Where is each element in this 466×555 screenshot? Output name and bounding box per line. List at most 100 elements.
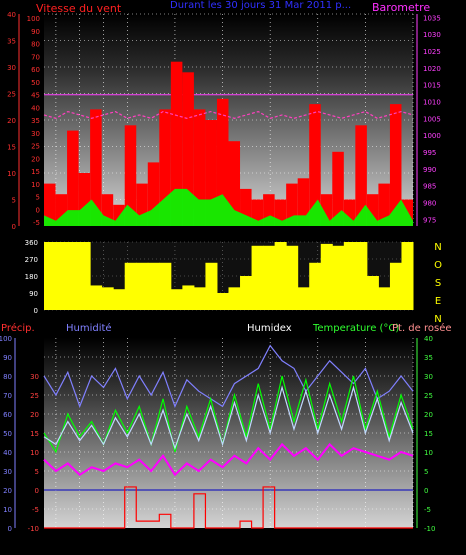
gust-bar — [286, 183, 298, 226]
temperature-tick-label: -10 — [424, 525, 435, 533]
temperature-x-tick-label: Day 2 — [44, 536, 67, 545]
wind-left-tick-label: 35 — [7, 38, 16, 46]
temperature-title: Temperature (°C) — [312, 323, 399, 334]
temperature-tick-label: 30 — [424, 373, 433, 381]
wind-inner-tick-label: 30 — [31, 130, 40, 138]
direction-bar — [297, 287, 310, 310]
gust-bar — [309, 104, 321, 226]
temperature-plot-axes: 0102030405060708090100-10-50510152025303… — [0, 335, 435, 545]
gust-bar — [320, 194, 333, 226]
humidity-tick-label: 10 — [3, 506, 12, 514]
gust-bar — [297, 178, 310, 226]
temperature-tick-label: 35 — [424, 354, 433, 362]
wind-inner-tick-label: 10 — [31, 181, 40, 189]
gust-bar — [205, 120, 217, 226]
wind-left-tick-label: 10 — [7, 170, 16, 178]
direction-bar — [182, 285, 195, 310]
direction-bar — [113, 289, 126, 310]
wind-inner-tick-label: 15 — [31, 168, 40, 176]
humidity-tick-label: 100 — [0, 335, 12, 343]
gust-bar — [378, 183, 390, 226]
direction-bar — [343, 242, 356, 310]
temperature-x-tick-label: Day 28 — [351, 536, 380, 545]
gust-bar — [216, 98, 229, 226]
gust-bar — [366, 194, 379, 226]
temperature-tick-label: 10 — [424, 449, 433, 457]
temperature-tick-label: 15 — [424, 430, 433, 438]
barometer-tick-label: 1005 — [423, 115, 441, 123]
wind-x-tick-label: Day 4 — [68, 229, 91, 238]
gust-bar — [90, 109, 102, 226]
barometer-tick-label: 1015 — [423, 82, 441, 90]
gust-bar — [170, 61, 183, 227]
wind-x-tick-label: Day 16 — [208, 229, 237, 238]
temperature-x-tick-label: Day 4 — [68, 536, 91, 545]
direction-bar — [44, 242, 57, 310]
direction-bar — [320, 243, 333, 310]
wind-left-tick-label: 5 — [12, 197, 16, 205]
gust-bar — [136, 183, 148, 226]
wind-left-tick-label: 30 — [7, 64, 16, 72]
precipitation-line — [44, 486, 413, 529]
gust-bar — [251, 199, 264, 226]
wind-inner-tick-label: 100 — [27, 15, 40, 23]
humidity-tick-label: 0 — [8, 525, 12, 533]
barometer-tick-label: 1030 — [423, 31, 441, 39]
humidity-tick-label: 20 — [3, 487, 12, 495]
direction-tick-label: 180 — [25, 273, 38, 281]
gust-bar — [78, 173, 91, 226]
direction-tick-label: 90 — [29, 290, 38, 298]
humidity-tick-label: 80 — [3, 373, 12, 381]
gust-bar — [101, 194, 114, 226]
wind-x-tick-label: Day 28 — [351, 229, 380, 238]
humidity-tick-label: 50 — [3, 430, 12, 438]
barometer-tick-label: 1035 — [423, 14, 441, 22]
gust-bar — [67, 130, 79, 226]
direction-bar — [90, 285, 103, 310]
gust-bar — [228, 141, 241, 226]
humidity-tick-label: 30 — [3, 468, 12, 476]
wind-inner-tick-label: 5 — [36, 194, 40, 202]
temperature-tick-label: 20 — [424, 411, 433, 419]
precip-tick-label: 0 — [35, 487, 39, 495]
wind-inner-tick-label: -5 — [33, 219, 40, 227]
wind-left-tick-label: 20 — [7, 117, 16, 125]
gust-bar — [182, 72, 194, 226]
direction-bar — [251, 245, 264, 310]
precip-tick-label: 15 — [30, 430, 39, 438]
wind-barometer-panel: Day 2 Day 4 Day 6 Day 8 Day 12 Day 16 Day 20 Da… — [7, 0, 441, 238]
wind-inner-tick-label: 40 — [31, 104, 40, 112]
humidity-title: Humidité — [66, 322, 112, 334]
temperature-tick-label: 0 — [424, 487, 428, 495]
wind-inner-tick-label: 20 — [31, 155, 40, 163]
wind-x-tick-label: Day 1 — [401, 229, 424, 238]
barometer-tick-label: 1010 — [423, 98, 441, 106]
wind-x-tick-label: Day 24 — [304, 229, 333, 238]
gust-bar — [113, 204, 125, 226]
temperature-humidity-panel: 0102030405060708090100-10-50510152025303… — [0, 322, 452, 545]
precip-tick-label: -5 — [32, 506, 39, 514]
wind-plot-axes: Day 2 Day 4 Day 6 Day 8 Day 12 Day 16 Day 20 Da… — [7, 11, 441, 238]
barometer-tick-label: 1025 — [423, 48, 441, 56]
direction-bar — [228, 287, 241, 310]
gust-bar — [147, 162, 160, 226]
direction-bar — [378, 287, 391, 310]
wind-x-tick-label: Day 12 — [161, 229, 190, 238]
gust-bar — [263, 194, 275, 226]
direction-bar — [78, 242, 91, 310]
direction-bar — [274, 242, 287, 310]
wind-x-tick-label: Day 6 — [92, 229, 115, 238]
direction-bar — [67, 242, 80, 310]
precip-tick-label: -10 — [28, 525, 39, 533]
humidex-line — [43, 385, 414, 451]
barometer-line — [43, 110, 414, 119]
compass-label: S — [435, 278, 441, 289]
direction-bar — [389, 262, 402, 310]
temperature-plot-series — [43, 344, 414, 529]
barometer-tick-label: 975 — [423, 216, 436, 224]
gust-bar — [355, 125, 367, 226]
precip-tick-label: 10 — [30, 449, 39, 457]
temperature-x-tick-label: Day 1 — [401, 536, 424, 545]
gust-bar — [343, 199, 356, 226]
